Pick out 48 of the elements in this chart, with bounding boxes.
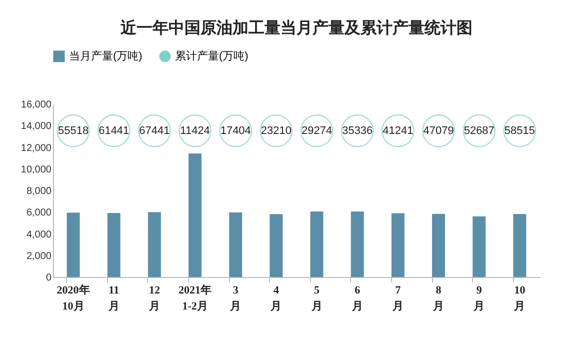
legend-label: 当月产量(万吨) [69,49,142,62]
x-tick-label: 2021年 1-2月 [178,284,212,312]
text: 23210 [260,124,292,137]
x-tick-label: 9 月 [472,284,485,312]
x-tick-label: 11 月 [107,284,120,312]
bar [188,154,202,277]
x-tick-label: 10 月 [513,284,526,312]
y-tick-label: 8,000 [26,186,52,197]
x-tick-label: 5 月 [310,284,322,312]
bar [350,211,364,277]
bar [391,213,404,277]
text: 29274 [301,124,332,137]
text: 47079 [423,124,454,137]
text: 58515 [504,124,536,137]
legend-label: 累计产量(万吨) [175,49,248,62]
bar [432,214,446,277]
bar [310,211,324,277]
y-tick-label: 4,000 [26,229,52,240]
y-tick-label: 10,000 [20,164,52,176]
y-tick-label: 6,000 [26,208,52,219]
chart-title: 近一年中国原油加工量当月产量及累计产量统计图 [120,19,472,37]
y-tick-label: 14,000 [20,121,52,132]
x-tick-label: 6 月 [350,284,363,312]
bar [148,212,161,277]
x-tick-label: 3 月 [229,284,242,312]
text: 41241 [382,124,414,137]
x-tick-label: 2020年 10月 [56,284,90,312]
bar [229,212,242,277]
bar [66,212,80,277]
x-tick-label: 7 月 [391,284,404,312]
x-tick-label: 4 月 [270,284,282,312]
text: 67441 [139,124,170,137]
bar [270,214,283,277]
text: 52687 [464,124,494,137]
text: 35336 [342,124,373,137]
text: 61441 [98,124,130,137]
y-tick-label: 12,000 [20,142,52,154]
x-tick-label: 8 月 [432,284,444,312]
y-tick-label: 16,000 [20,100,52,110]
bar [472,216,486,277]
y-tick-label: 0 [46,272,52,284]
x-tick-label: 12 月 [148,284,160,312]
text: 17404 [220,124,251,137]
y-tick-label: 2,000 [26,250,52,262]
bar [107,212,120,277]
text: 11424 [180,124,210,137]
text: 55518 [58,124,89,137]
bar [513,214,526,277]
